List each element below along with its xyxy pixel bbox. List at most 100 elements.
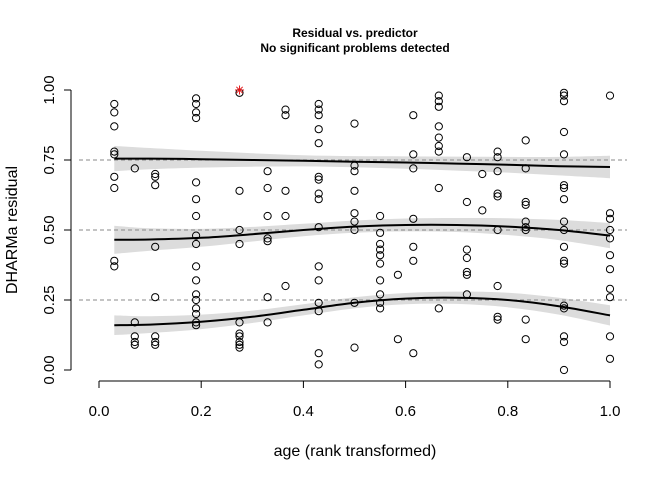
data-point <box>462 270 471 279</box>
data-point <box>559 242 569 251</box>
data-point <box>263 237 272 246</box>
data-point <box>192 94 201 103</box>
y-axis: 0.00 0.25 0.50 0.75 1.00 <box>41 75 72 385</box>
data-point <box>434 304 443 313</box>
data-point <box>521 335 530 344</box>
data-point <box>521 223 530 232</box>
quantile-curve-3 <box>114 296 611 327</box>
data-point <box>376 228 385 237</box>
data-point <box>350 217 359 226</box>
data-point <box>192 318 201 327</box>
data-point <box>521 217 530 226</box>
data-point <box>559 150 569 159</box>
quantile-bands <box>114 146 611 335</box>
data-point <box>462 153 471 162</box>
data-point <box>521 200 530 209</box>
data-point <box>493 153 502 162</box>
data-point <box>192 211 201 221</box>
chart-title: Residual vs. predictor <box>292 26 418 40</box>
data-point <box>110 108 119 117</box>
data-point <box>605 91 615 100</box>
data-point <box>409 214 418 223</box>
data-point <box>192 290 201 299</box>
data-point <box>314 139 323 148</box>
data-point <box>235 340 244 349</box>
data-point <box>110 256 119 265</box>
data-point <box>192 276 201 285</box>
data-point <box>559 304 569 313</box>
data-point <box>263 293 272 302</box>
data-point <box>350 119 359 128</box>
x-tick-label: 0.4 <box>293 403 314 420</box>
data-point <box>192 195 201 204</box>
data-point <box>151 337 160 347</box>
data-point <box>263 211 272 221</box>
data-point <box>314 105 323 114</box>
data-point <box>263 183 272 193</box>
data-point <box>409 349 418 358</box>
data-point <box>559 337 569 347</box>
data-point <box>493 315 502 324</box>
data-point <box>151 332 160 341</box>
data-point <box>605 265 615 274</box>
data-point <box>559 365 569 375</box>
data-point <box>376 251 385 260</box>
data-point <box>376 290 385 299</box>
data-point <box>314 276 323 285</box>
y-tick-label: 0.75 <box>41 145 58 174</box>
confidence-band-2 <box>114 217 611 254</box>
data-point <box>235 239 244 249</box>
data-point <box>559 97 569 106</box>
data-point <box>314 262 323 271</box>
data-point <box>559 217 569 226</box>
data-point <box>434 183 443 193</box>
data-point <box>130 337 139 347</box>
data-point <box>192 295 201 305</box>
data-point <box>192 108 201 117</box>
data-point <box>151 169 160 179</box>
data-point <box>559 332 569 341</box>
data-point <box>493 281 502 291</box>
data-point <box>314 189 323 198</box>
data-point <box>130 164 139 173</box>
data-point <box>314 99 323 109</box>
data-point <box>409 164 418 173</box>
data-point <box>559 183 569 193</box>
data-point <box>605 234 615 243</box>
data-point <box>376 304 385 313</box>
data-point <box>462 253 471 263</box>
data-point <box>434 133 443 142</box>
data-point <box>521 315 530 324</box>
x-ticks: 0.0 0.2 0.4 0.6 0.8 1.0 <box>89 381 621 420</box>
data-point <box>559 91 569 100</box>
chart-subtitle: No significant problems detected <box>260 41 449 55</box>
data-point <box>376 276 385 285</box>
x-tick-label: 1.0 <box>600 403 621 420</box>
data-point <box>521 164 530 173</box>
outlier-star-stroke <box>235 86 244 94</box>
x-tick-label: 0.6 <box>395 403 416 420</box>
x-tick-label: 0.8 <box>497 403 518 420</box>
data-point <box>521 225 530 235</box>
data-point <box>110 150 119 159</box>
data-point <box>376 211 385 221</box>
data-point <box>434 122 443 131</box>
outlier-star <box>235 85 245 95</box>
data-point <box>393 335 402 344</box>
data-point <box>192 262 201 271</box>
data-point <box>493 147 502 156</box>
data-point <box>314 175 323 184</box>
y-tick-label: 0.25 <box>41 285 58 314</box>
data-point <box>350 298 359 307</box>
data-point <box>493 189 502 198</box>
data-point <box>605 354 615 363</box>
data-point <box>263 318 272 327</box>
data-point <box>130 332 139 341</box>
y-tick-label: 1.00 <box>41 75 58 104</box>
data-point <box>281 105 290 114</box>
data-point <box>314 125 323 134</box>
data-point <box>110 99 119 109</box>
data-point <box>235 318 244 327</box>
data-point <box>263 234 272 243</box>
y-axis-label: DHARMa residual <box>4 166 21 294</box>
